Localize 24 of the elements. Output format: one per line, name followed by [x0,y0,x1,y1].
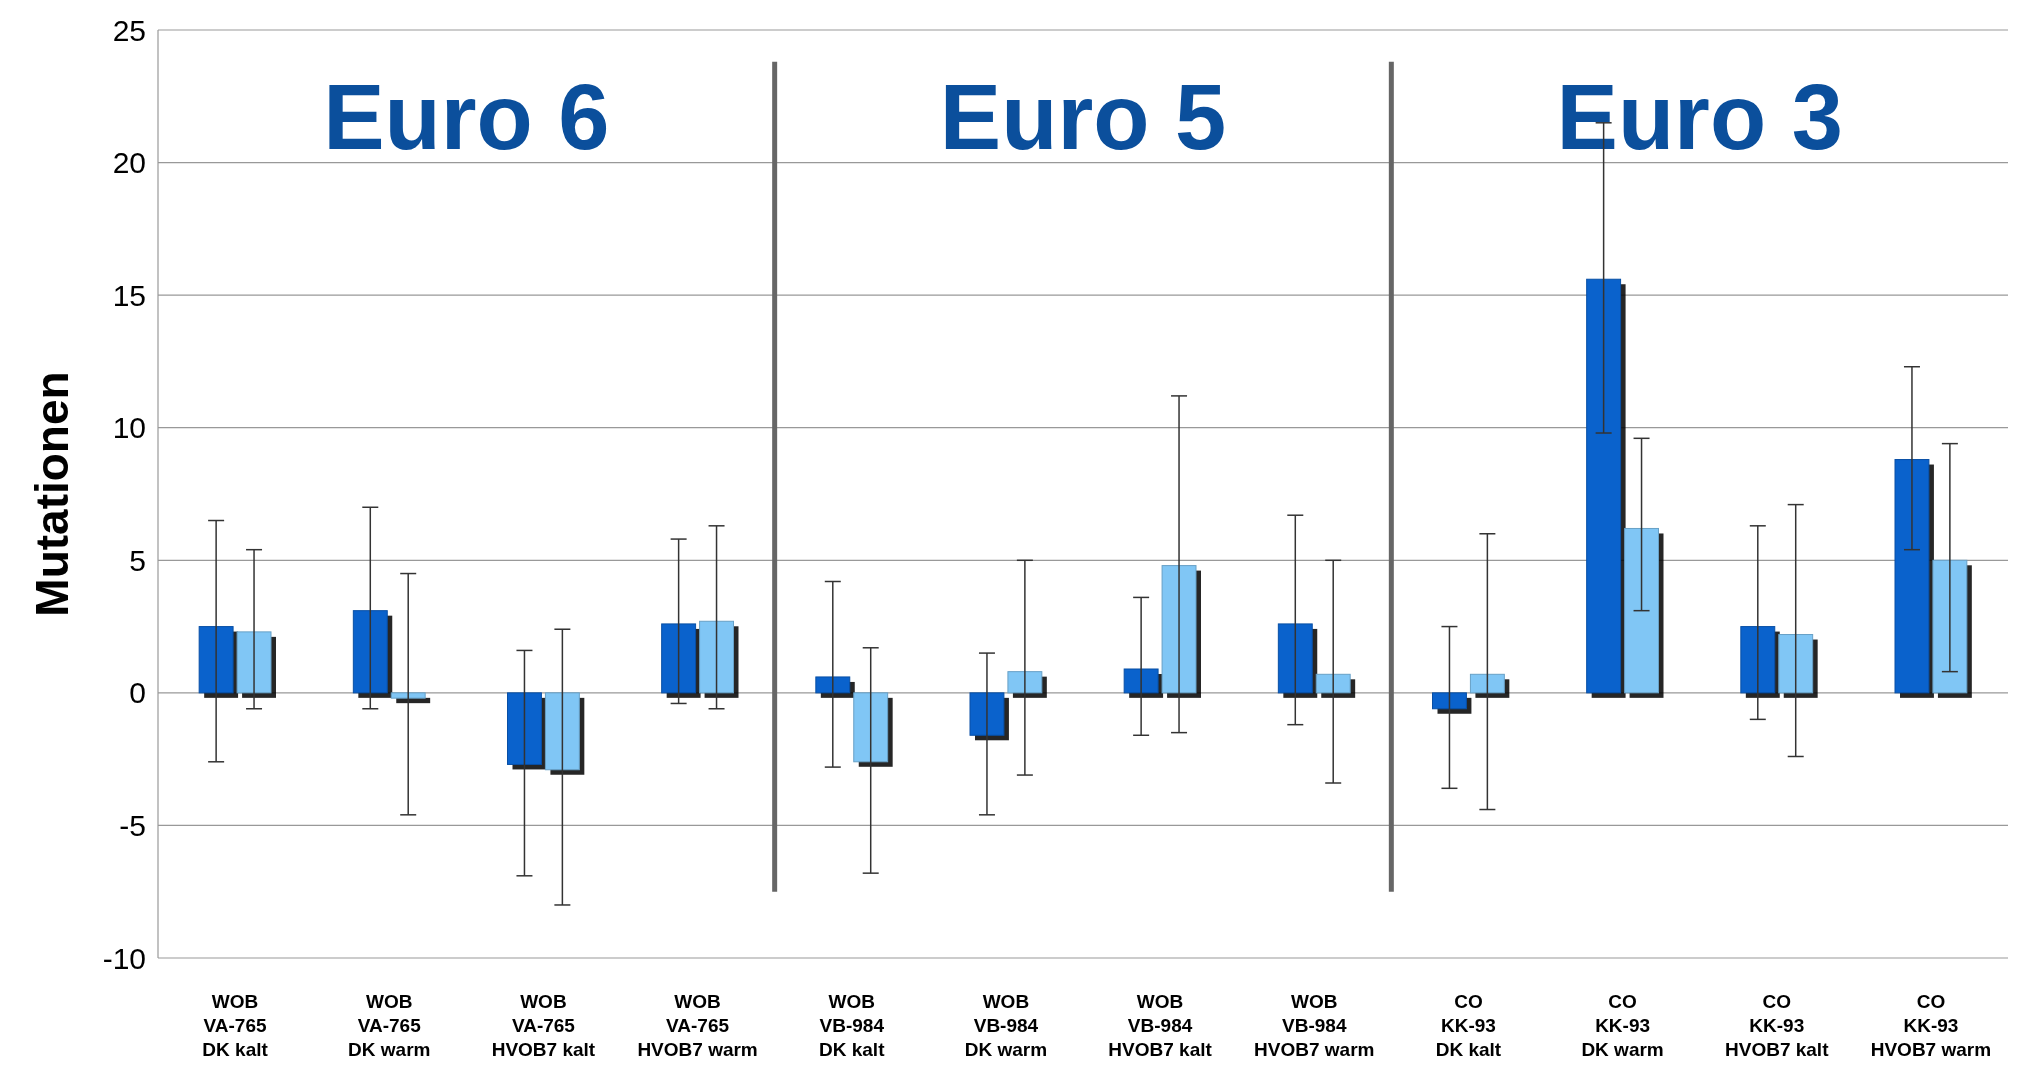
x-tick-label: WOB VA-765 HVOB7 kalt [491,991,596,1060]
y-axis-title: Mutationen [26,371,78,617]
y-tick-label: -5 [119,808,146,842]
x-tick-label: WOB VB-984 HVOB7 kalt [1108,991,1213,1060]
x-tick-label: WOB VA-765 DK kalt [202,991,269,1060]
x-tick-label: CO KK-93 HVOB7 kalt [1725,991,1830,1060]
x-tick-label: CO KK-93 HVOB7 warm [1870,991,1992,1060]
y-tick-label: 20 [112,146,146,180]
x-tick-label: CO KK-93 DK warm [1581,991,1664,1060]
x-tick-label: WOB VA-765 HVOB7 warm [637,991,758,1060]
x-tick-label: WOB VB-984 DK kalt [819,991,886,1060]
y-tick-label: 25 [112,13,146,47]
x-tick-label: WOB VA-765 DK warm [348,991,431,1060]
x-tick-label: WOB VB-984 DK warm [964,991,1048,1060]
y-tick-label: 15 [112,278,146,312]
annotation: Euro 6 [323,66,610,169]
annotation: Euro 5 [939,66,1227,169]
y-tick-label: 5 [129,543,146,577]
y-tick-label: -10 [102,941,146,975]
x-tick-label: CO KK-93 DK kalt [1435,991,1502,1060]
y-tick-label: 10 [112,411,146,445]
x-tick-label: WOB VB-984 HVOB7 warm [1254,991,1375,1060]
annotation: Euro 3 [1556,66,1843,169]
y-tick-label: 0 [129,676,146,710]
